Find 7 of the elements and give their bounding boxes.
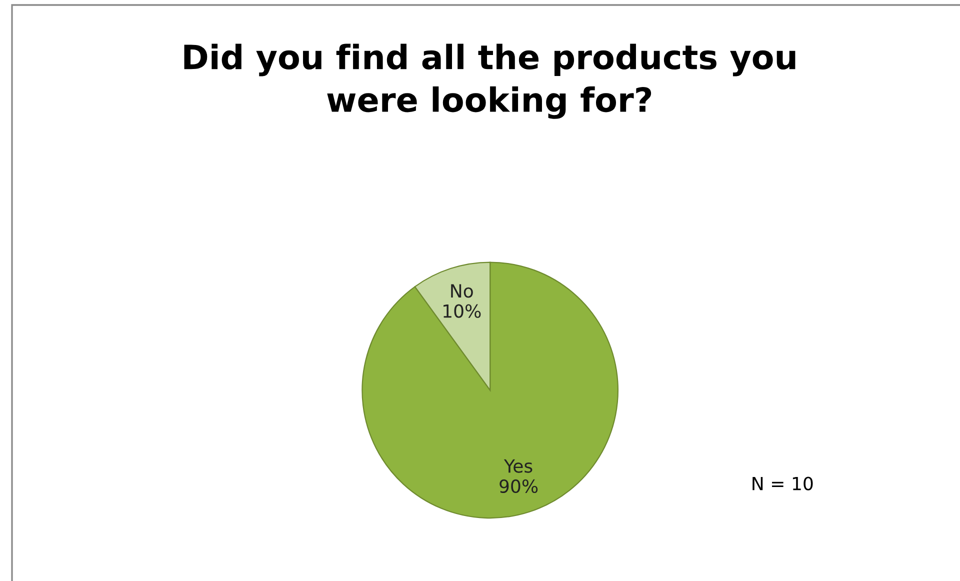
data-label: 90% xyxy=(500,479,538,494)
text: N = 10 xyxy=(752,476,813,490)
pie-slice xyxy=(362,262,618,519)
chart-title: Did you find all the products you were looking for? xyxy=(184,44,796,119)
data-label: 10% xyxy=(444,304,481,318)
slice-label: Yes xyxy=(504,459,532,473)
slice-label: No xyxy=(451,284,473,298)
